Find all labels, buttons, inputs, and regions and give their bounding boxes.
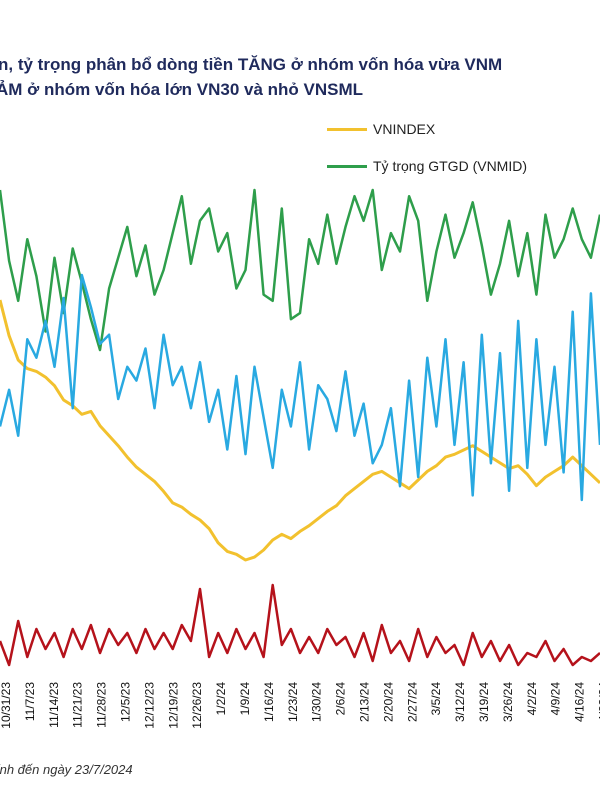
x-tick-label: 3/12/24 (453, 682, 467, 722)
series-line-3 (0, 583, 600, 667)
x-tick-label: 1/2/24 (214, 682, 228, 716)
series-line-2 (0, 273, 600, 502)
x-tick-label: 11/21/23 (71, 682, 85, 728)
x-tick-label: 12/12/23 (142, 682, 156, 729)
legend-item-vnindex: VNINDEX (327, 118, 527, 140)
x-tick-label: 4/23/24 (597, 682, 600, 722)
legend-swatch-vnindex (327, 127, 367, 131)
x-tick-label: 1/16/24 (262, 682, 276, 722)
x-tick-label: 12/19/23 (166, 682, 180, 729)
x-tick-label: 10/31/23 (0, 682, 13, 729)
footnote: ính đến ngày 23/7/2024 (0, 762, 133, 777)
x-tick-label: 1/23/24 (286, 682, 300, 722)
chart-title: n, tỷ trọng phân bổ dòng tiền TĂNG ở nhó… (0, 52, 600, 102)
x-tick-label: 4/16/24 (573, 682, 587, 722)
x-tick-label: 12/5/23 (119, 682, 133, 722)
x-tick-label: 11/28/23 (95, 682, 109, 728)
legend-label-vnmid: Tỷ trọng GTGD (VNMID) (373, 158, 528, 174)
x-tick-label: 3/26/24 (501, 682, 515, 722)
legend-label-vnindex: VNINDEX (373, 121, 436, 137)
legend-item-vnmid: Tỷ trọng GTGD (VNMID) (327, 155, 527, 177)
x-tick-label: 2/20/24 (381, 682, 395, 722)
legend: VNINDEX Tỷ trọng GTGD (VNMID) (327, 118, 527, 192)
x-tick-label: 4/2/24 (525, 682, 539, 716)
x-tick-label: 1/30/24 (310, 682, 324, 722)
x-tick-label: 1/9/24 (238, 682, 252, 716)
x-tick-label: 3/5/24 (429, 682, 443, 716)
x-tick-label: 11/14/23 (47, 682, 61, 728)
title-line-1: n, tỷ trọng phân bổ dòng tiền TĂNG ở nhó… (0, 55, 503, 74)
x-tick-label: 4/9/24 (549, 682, 563, 716)
x-tick-label: 2/13/24 (358, 682, 372, 722)
series-line-0 (0, 299, 600, 562)
legend-swatch-vnmid (327, 164, 367, 168)
x-tick-label: 2/27/24 (405, 682, 419, 722)
x-tick-label: 3/19/24 (477, 682, 491, 722)
x-tick-label: 12/26/23 (190, 682, 204, 729)
x-tick-label: 2/6/24 (334, 682, 348, 716)
title-line-2: ẢM ở nhóm vốn hóa lớn VN30 và nhỏ VNSML (0, 80, 364, 99)
series-line-1 (0, 188, 600, 352)
x-tick-label: 11/7/23 (23, 682, 37, 721)
